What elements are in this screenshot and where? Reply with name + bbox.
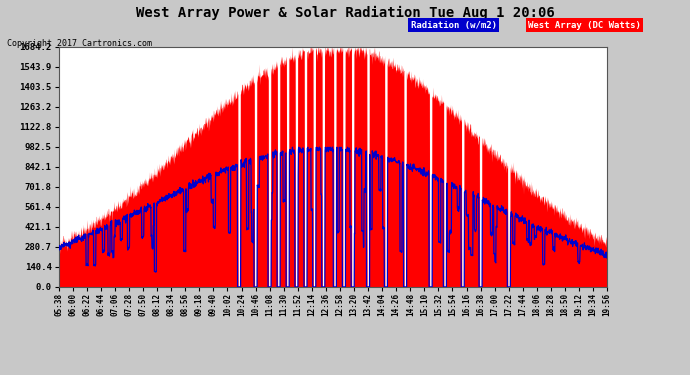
Text: Copyright 2017 Cartronics.com: Copyright 2017 Cartronics.com [7, 39, 152, 48]
Text: West Array (DC Watts): West Array (DC Watts) [528, 21, 641, 30]
Text: Radiation (w/m2): Radiation (w/m2) [411, 21, 497, 30]
Text: West Array Power & Solar Radiation Tue Aug 1 20:06: West Array Power & Solar Radiation Tue A… [136, 6, 554, 20]
